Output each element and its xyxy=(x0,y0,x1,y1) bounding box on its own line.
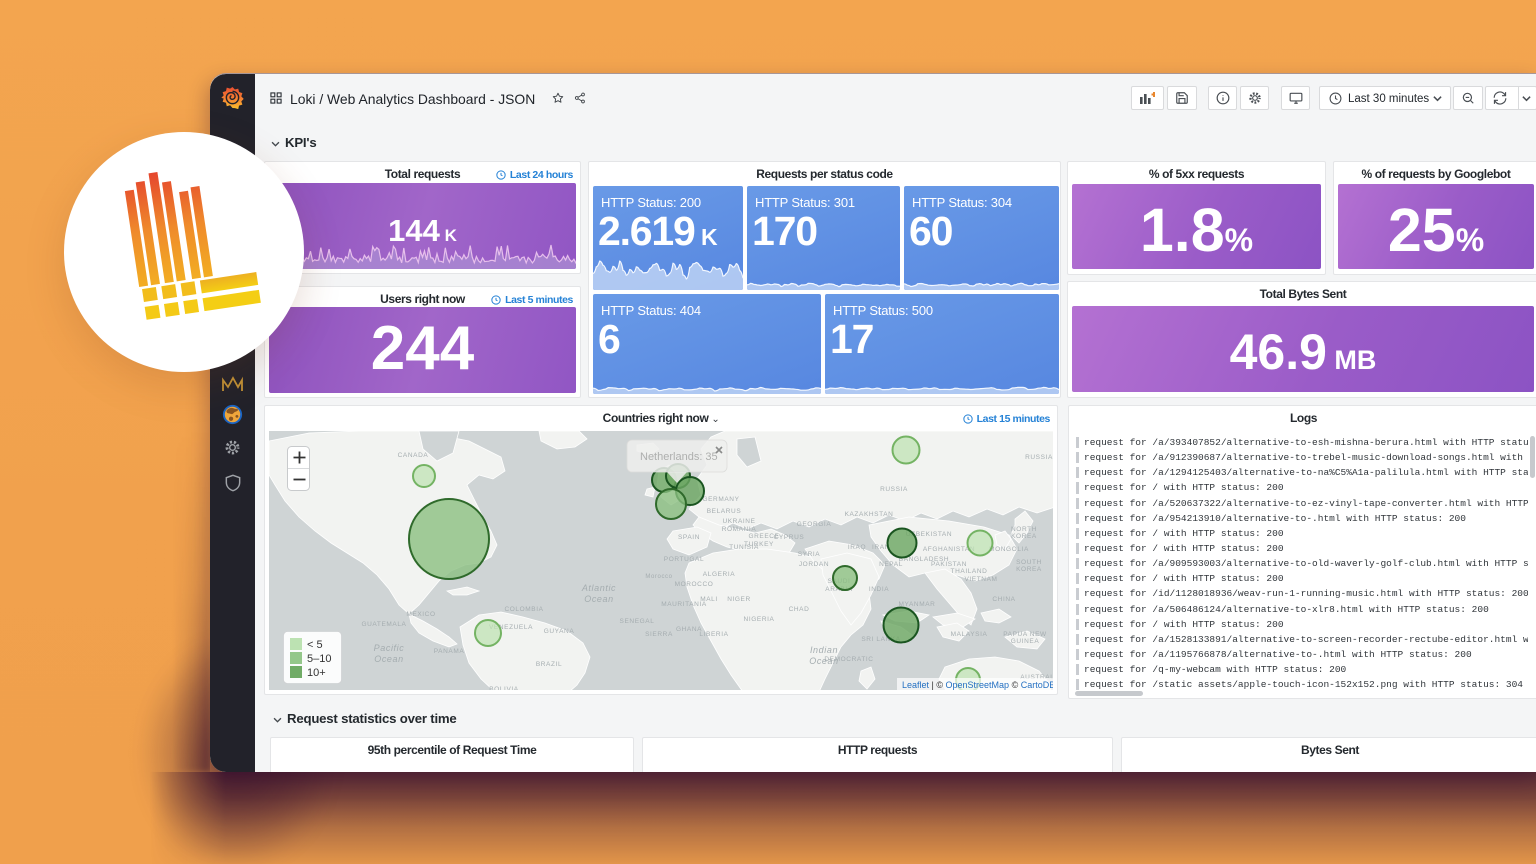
svg-text:COLOMBIA: COLOMBIA xyxy=(504,606,543,613)
svg-text:SENEGAL: SENEGAL xyxy=(620,618,655,625)
svg-text:NEPAL: NEPAL xyxy=(879,561,903,568)
svg-text:DEMOCRATIC: DEMOCRATIC xyxy=(824,656,873,663)
svg-text:GUATEMALA: GUATEMALA xyxy=(361,621,406,628)
svg-text:Ocean: Ocean xyxy=(374,654,404,664)
svg-text:AUSTRALIA: AUSTRALIA xyxy=(1020,674,1053,681)
svg-text:ROMANIA: ROMANIA xyxy=(722,526,757,533)
svg-text:CHAD: CHAD xyxy=(789,606,810,613)
svg-text:MEXICO: MEXICO xyxy=(406,611,435,618)
svg-text:GUINEA: GUINEA xyxy=(1011,638,1040,645)
svg-text:THAILAND: THAILAND xyxy=(951,568,988,575)
svg-text:MALAYSIA: MALAYSIA xyxy=(951,631,988,638)
svg-text:VIETNAM: VIETNAM xyxy=(964,576,997,583)
svg-text:10+: 10+ xyxy=(307,667,326,679)
svg-text:SPAIN: SPAIN xyxy=(678,534,700,541)
svg-text:AFGHANISTAN: AFGHANISTAN xyxy=(923,546,975,553)
svg-text:KAZAKHSTAN: KAZAKHSTAN xyxy=(845,511,894,518)
svg-text:UZBEKISTAN: UZBEKISTAN xyxy=(906,531,952,538)
svg-text:BANGLADESH: BANGLADESH xyxy=(899,556,949,563)
svg-text:Atlantic: Atlantic xyxy=(581,583,616,593)
svg-text:GEORGIA: GEORGIA xyxy=(797,521,832,528)
svg-text:Morocco: Morocco xyxy=(645,574,672,580)
svg-text:MONGOLIA: MONGOLIA xyxy=(989,546,1029,553)
svg-text:LIBERIA: LIBERIA xyxy=(699,631,728,638)
svg-text:PORTUGAL: PORTUGAL xyxy=(664,556,704,563)
svg-text:CYPRUS: CYPRUS xyxy=(774,534,805,541)
svg-text:NORTH: NORTH xyxy=(1011,526,1037,533)
svg-text:MOROCCO: MOROCCO xyxy=(675,581,714,588)
svg-text:VENEZUELA: VENEZUELA xyxy=(489,624,533,631)
svg-text:CANADA: CANADA xyxy=(398,452,429,459)
svg-text:GERMANY: GERMANY xyxy=(702,496,739,503)
svg-text:IRAN: IRAN xyxy=(872,544,890,551)
svg-text:KOREA: KOREA xyxy=(1011,533,1037,540)
svg-text:ARABIA: ARABIA xyxy=(825,586,853,593)
svg-text:Pacific: Pacific xyxy=(374,643,405,653)
svg-text:PAKISTAN: PAKISTAN xyxy=(931,561,967,568)
svg-text:Netherlands: 35: Netherlands: 35 xyxy=(640,451,718,463)
svg-text:KOREA: KOREA xyxy=(1016,566,1042,573)
svg-text:GUYANA: GUYANA xyxy=(544,628,575,635)
svg-text:SYRIA: SYRIA xyxy=(798,551,821,558)
svg-text:GREECE: GREECE xyxy=(748,533,779,540)
svg-text:SRI LANKA: SRI LANKA xyxy=(861,636,900,643)
svg-text:TUNISIA: TUNISIA xyxy=(729,544,759,551)
svg-text:JORDAN: JORDAN xyxy=(799,561,829,568)
svg-text:IRAQ: IRAQ xyxy=(848,544,866,551)
svg-text:MALI: MALI xyxy=(700,596,718,603)
svg-text:TURKEY: TURKEY xyxy=(744,541,774,548)
svg-text:BELARUS: BELARUS xyxy=(707,508,742,515)
svg-text:BOLIVIA: BOLIVIA xyxy=(489,686,519,690)
svg-text:CHINA: CHINA xyxy=(992,596,1015,603)
svg-text:MYANMAR: MYANMAR xyxy=(899,601,936,608)
svg-text:INDIA: INDIA xyxy=(869,586,889,593)
svg-text:SOUTH: SOUTH xyxy=(1016,559,1042,566)
svg-text:GHANA: GHANA xyxy=(676,626,702,633)
svg-text:ALGERIA: ALGERIA xyxy=(703,571,735,578)
svg-text:Indian: Indian xyxy=(810,645,838,655)
svg-text:< 5: < 5 xyxy=(307,639,323,651)
svg-text:Ocean: Ocean xyxy=(584,594,614,604)
svg-text:NIGER: NIGER xyxy=(727,596,751,603)
svg-text:MAURITANIA: MAURITANIA xyxy=(661,601,707,608)
svg-text:UKRAINE: UKRAINE xyxy=(722,518,755,525)
svg-text:Leaflet | © OpenStreetMap © Ca: Leaflet | © OpenStreetMap © CartoDB xyxy=(902,680,1053,690)
svg-text:5–10: 5–10 xyxy=(307,653,331,665)
svg-text:BRAZIL: BRAZIL xyxy=(536,661,562,668)
svg-text:PAPUA NEW: PAPUA NEW xyxy=(1003,631,1047,638)
svg-text:NIGERIA: NIGERIA xyxy=(744,616,775,623)
svg-text:Ocean: Ocean xyxy=(809,656,839,666)
svg-text:PANAMA: PANAMA xyxy=(434,648,465,655)
svg-text:SIERRA: SIERRA xyxy=(645,631,673,638)
svg-text:RUSSIA: RUSSIA xyxy=(1025,454,1053,461)
svg-text:RUSSIA: RUSSIA xyxy=(880,486,908,493)
